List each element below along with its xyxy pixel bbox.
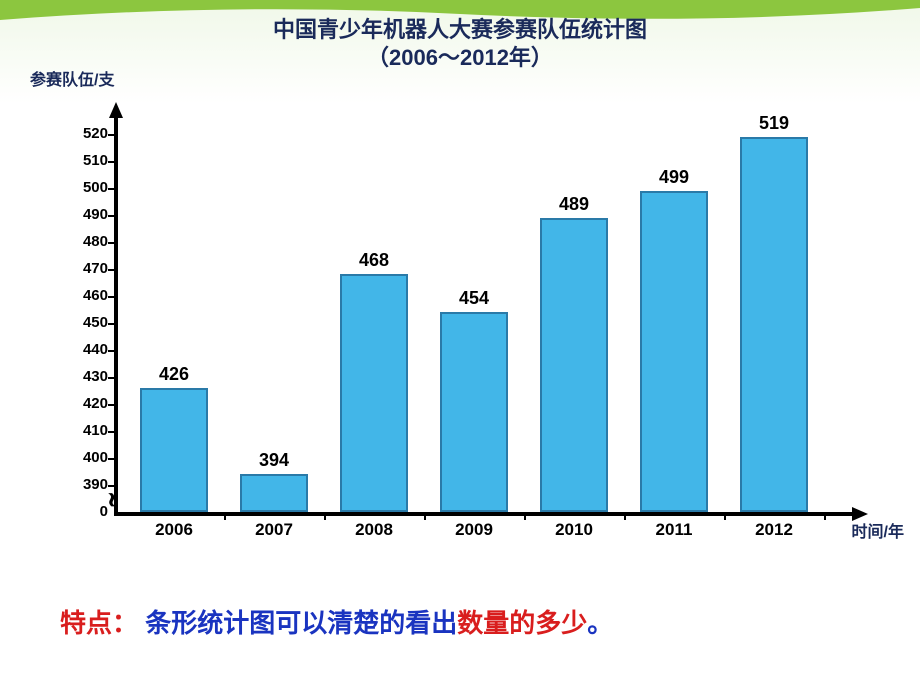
bar-value-label: 519 bbox=[734, 113, 814, 134]
y-tick-label: 450 bbox=[64, 314, 108, 331]
chart-title-line1: 中国青少年机器人大赛参赛队伍统计图 bbox=[273, 17, 647, 42]
y-tick-label: 490 bbox=[64, 206, 108, 223]
x-tick-mark bbox=[624, 512, 626, 520]
chart-title-line2: （2006～2012年） bbox=[367, 45, 553, 70]
y-tick-mark bbox=[108, 134, 116, 136]
y-tick-label: 500 bbox=[64, 179, 108, 196]
bar-value-label: 499 bbox=[634, 167, 714, 188]
x-tick-mark bbox=[224, 512, 226, 520]
y-tick-mark bbox=[108, 404, 116, 406]
y-tick-label: 510 bbox=[64, 152, 108, 169]
y-tick-label: 410 bbox=[64, 422, 108, 439]
y-tick-label: 460 bbox=[64, 287, 108, 304]
bar bbox=[340, 274, 408, 512]
y-tick-mark bbox=[108, 296, 116, 298]
x-tick-mark bbox=[724, 512, 726, 520]
bar bbox=[640, 191, 708, 512]
bar bbox=[540, 218, 608, 512]
x-tick-mark bbox=[424, 512, 426, 520]
y-tick-mark bbox=[108, 188, 116, 190]
bar bbox=[740, 137, 808, 512]
y-tick-label: 430 bbox=[64, 368, 108, 385]
y-tick-mark bbox=[108, 161, 116, 163]
x-tick-mark bbox=[824, 512, 826, 520]
x-tick-label: 2007 bbox=[234, 520, 314, 540]
y-tick-mark bbox=[108, 377, 116, 379]
x-tick-label: 2008 bbox=[334, 520, 414, 540]
caption-emph: 数量的多少 bbox=[457, 608, 587, 638]
x-tick-label: 2011 bbox=[634, 520, 714, 540]
x-tick-label: 2006 bbox=[134, 520, 214, 540]
caption-suffix: 。 bbox=[587, 608, 613, 638]
caption-mid: 条形统计图可以清楚的看出 bbox=[145, 608, 457, 638]
y-tick-label: 0 bbox=[64, 503, 108, 520]
slide-page: 中国青少年机器人大赛参赛队伍统计图 （2006～2012年） 参赛队伍/支 时间… bbox=[0, 0, 920, 690]
chart-title: 中国青少年机器人大赛参赛队伍统计图 （2006～2012年） bbox=[0, 16, 920, 72]
x-tick-mark bbox=[524, 512, 526, 520]
y-tick-mark bbox=[108, 242, 116, 244]
bar-value-label: 454 bbox=[434, 288, 514, 309]
y-tick-mark bbox=[108, 431, 116, 433]
y-tick-mark bbox=[108, 269, 116, 271]
x-tick-label: 2009 bbox=[434, 520, 514, 540]
y-tick-mark bbox=[108, 458, 116, 460]
bar-value-label: 426 bbox=[134, 364, 214, 385]
bar-value-label: 394 bbox=[234, 450, 314, 471]
caption-prefix: 特点： bbox=[60, 608, 138, 638]
y-tick-mark bbox=[108, 323, 116, 325]
y-axis-label: 参赛队伍/支 bbox=[30, 66, 114, 90]
y-tick-label: 480 bbox=[64, 233, 108, 250]
y-axis-arrow bbox=[109, 102, 123, 118]
y-tick-label: 390 bbox=[64, 476, 108, 493]
y-tick-label: 420 bbox=[64, 395, 108, 412]
y-tick-label: 440 bbox=[64, 341, 108, 358]
x-tick-label: 2012 bbox=[734, 520, 814, 540]
bar bbox=[240, 474, 308, 512]
bar-value-label: 468 bbox=[334, 250, 414, 271]
y-tick-label: 470 bbox=[64, 260, 108, 277]
y-tick-mark bbox=[108, 215, 116, 217]
x-tick-mark bbox=[324, 512, 326, 520]
x-axis-label: 时间/年 bbox=[852, 518, 904, 542]
y-tick-mark bbox=[108, 350, 116, 352]
y-tick-label: 520 bbox=[64, 125, 108, 142]
bar bbox=[140, 388, 208, 512]
x-axis-arrow bbox=[852, 507, 868, 521]
axis-break-mark: ≀ bbox=[107, 487, 118, 512]
bar-value-label: 489 bbox=[534, 194, 614, 215]
y-tick-label: 400 bbox=[64, 449, 108, 466]
y-axis-line bbox=[114, 116, 118, 514]
caption-text: 特点： 条形统计图可以清楚的看出数量的多少。 bbox=[60, 603, 613, 640]
bar-chart: 参赛队伍/支 时间/年 0390400410420430440450460470… bbox=[34, 72, 884, 552]
bar bbox=[440, 312, 508, 512]
x-tick-label: 2010 bbox=[534, 520, 614, 540]
